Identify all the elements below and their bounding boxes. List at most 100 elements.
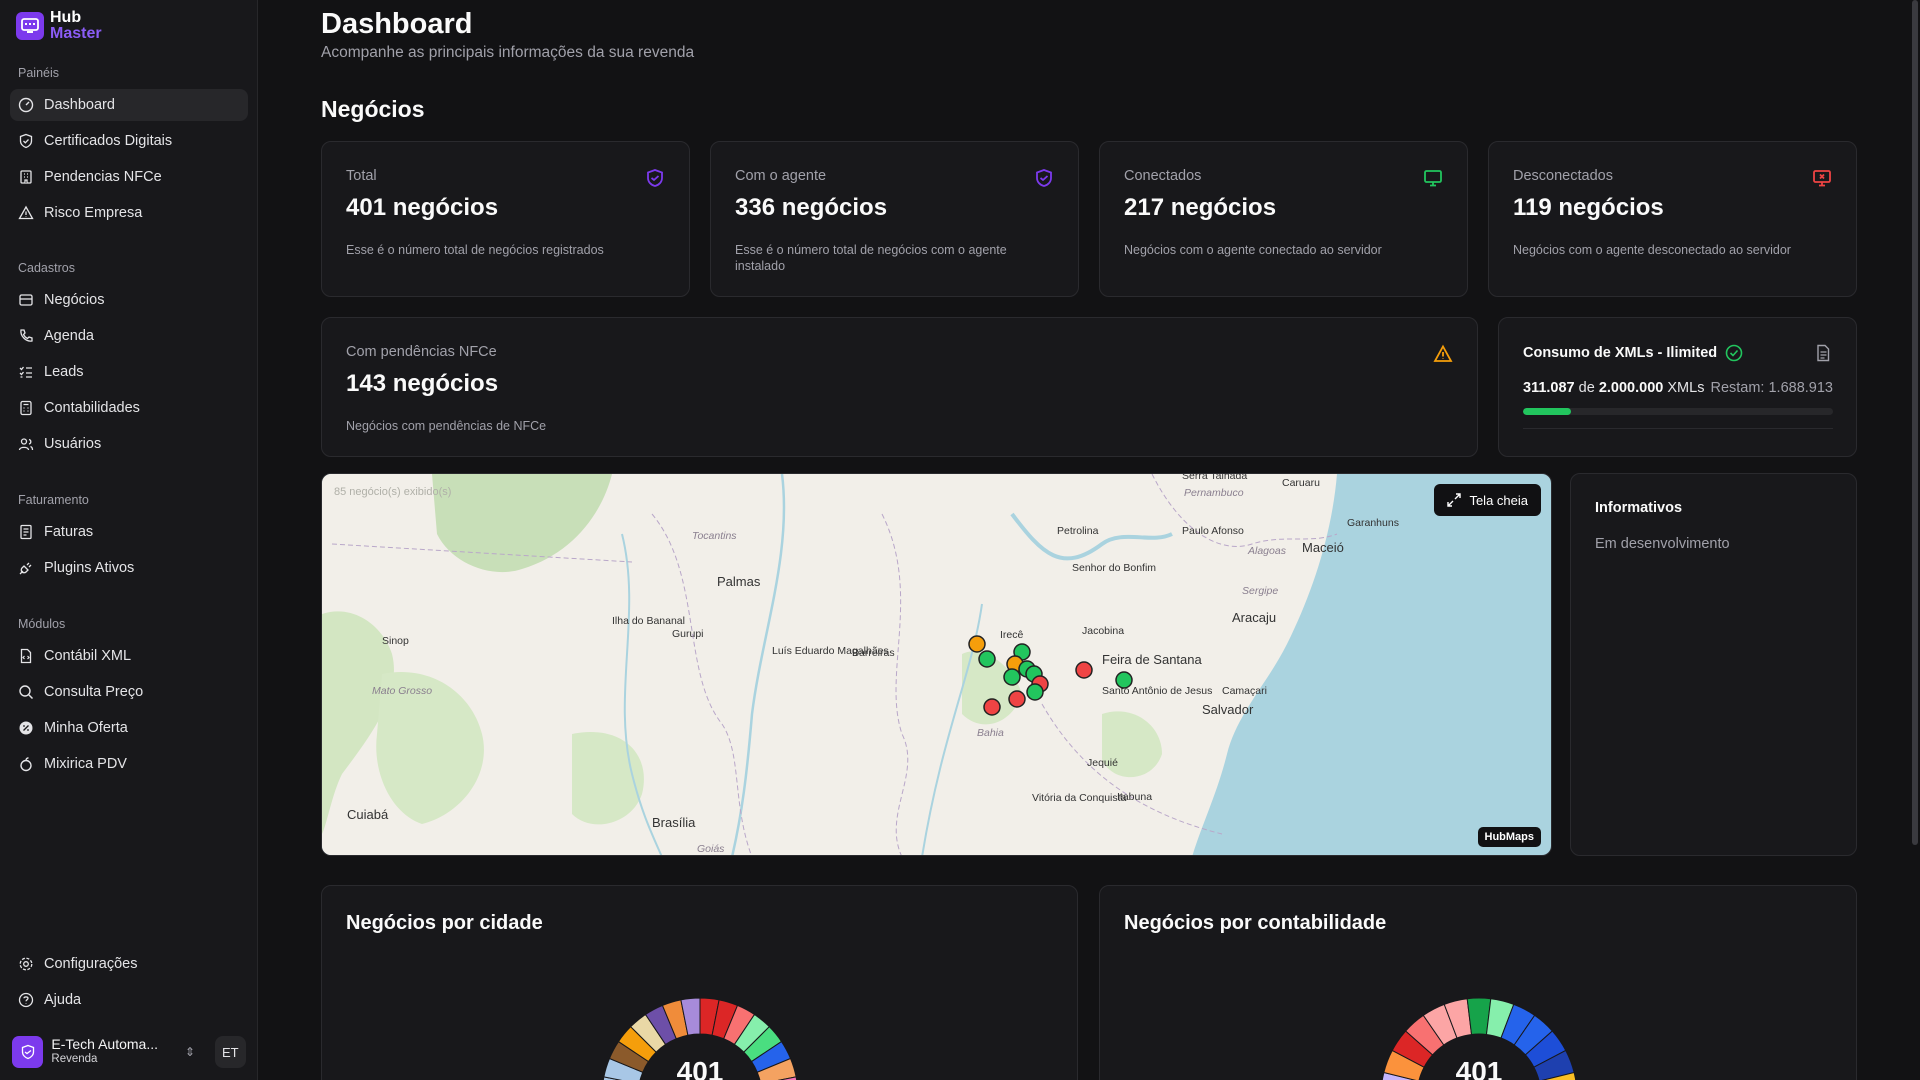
hub-logo-icon — [16, 12, 44, 40]
business-marker[interactable] — [1026, 683, 1044, 701]
sidebar-item-ajuda[interactable]: Ajuda — [10, 984, 248, 1016]
business-marker[interactable] — [1008, 690, 1026, 708]
donut-slice[interactable] — [1533, 1049, 1575, 1080]
check-circle-icon — [1725, 344, 1743, 362]
badge-percent-icon — [19, 721, 33, 735]
map-place-label: Feira de Santana — [1102, 652, 1203, 667]
fullscreen-button[interactable]: Tela cheia — [1434, 484, 1541, 516]
sidebar-item-agenda[interactable]: Agenda — [10, 320, 248, 352]
sidebar-item-label: Consulta Preço — [44, 684, 144, 700]
expand-icon — [1447, 493, 1462, 507]
stat-desc: Esse é o número total de negócios regist… — [346, 243, 604, 257]
sidebar-item-label: Faturas — [44, 524, 94, 540]
section-title: Negócios — [321, 96, 425, 122]
business-marker[interactable] — [1003, 668, 1021, 686]
map-place-label: Garanhuns — [1347, 517, 1399, 529]
donut-slices — [602, 997, 798, 1080]
nav-group-modulos: Módulos — [18, 617, 66, 631]
page-subtitle: Acompanhe as principais informações da s… — [321, 44, 695, 61]
stat-value: 119 negócios — [1513, 194, 1664, 221]
sidebar-item-label: Agenda — [44, 328, 94, 344]
donut-slice[interactable] — [756, 1057, 797, 1080]
map-place-label: Santo Antônio de Jesus — [1102, 685, 1212, 697]
map-river — [1010, 512, 1173, 561]
sidebar-item-mixirica-pdv[interactable]: Mixirica PDV — [10, 748, 248, 780]
business-marker[interactable] — [968, 635, 986, 653]
sidebar-item-risco-empresa[interactable]: Risco Empresa — [10, 197, 248, 229]
sidebar-item-leads[interactable]: Leads — [10, 356, 248, 388]
scrollbar-thumb[interactable] — [1912, 0, 1918, 845]
handshake-icon — [1036, 169, 1052, 187]
sidebar-item-configuracoes[interactable]: Configurações — [10, 948, 248, 980]
business-marker[interactable] — [983, 698, 1001, 716]
xml-title-text: Consumo de XMLs - Ilimited — [1523, 345, 1718, 361]
sidebar-item-consulta-preco[interactable]: Consulta Preço — [10, 676, 248, 708]
sidebar-item-pendencias-nfce[interactable]: Pendencias NFCe — [10, 161, 248, 193]
business-marker[interactable] — [978, 650, 996, 668]
xml-remaining: Restam: 1.688.913 — [1710, 380, 1833, 396]
map-place-label: Salvador — [1202, 702, 1254, 717]
fullscreen-label: Tela cheia — [1469, 492, 1528, 508]
donut-slice[interactable] — [1539, 1071, 1577, 1080]
sidebar-item-label: Leads — [44, 364, 84, 380]
avatar — [12, 1036, 44, 1068]
sidebar-item-label: Configurações — [44, 956, 138, 972]
stat-card-pendencias: Com pendências NFCe 143 negócios Negócio… — [321, 317, 1478, 457]
user-switcher[interactable]: E-Tech Automa... Revenda ⇕ ET — [12, 1034, 246, 1070]
donut-center-value: 401 — [1456, 1056, 1503, 1080]
map-border — [331, 474, 1338, 855]
sidebar-item-negocios[interactable]: Negócios — [10, 284, 248, 316]
sidebar-item-label: Usuários — [44, 436, 102, 452]
sidebar-item-contabil-xml[interactable]: Contábil XML — [10, 640, 248, 672]
map-place-label: Paulo Afonso — [1182, 525, 1244, 537]
map-river — [921, 603, 983, 855]
brand-line2: Master — [50, 25, 102, 42]
map-view[interactable]: Serra Talhada Caruaru Pernambuco Garanhuns P… — [321, 473, 1552, 856]
map-canvas[interactable]: Serra Talhada Caruaru Pernambuco Garanhuns P… — [322, 474, 1552, 856]
stat-value: 401 negócios — [346, 194, 499, 221]
sidebar-item-label: Risco Empresa — [44, 205, 143, 221]
scrollbar[interactable] — [1912, 0, 1918, 1080]
business-marker[interactable] — [1075, 661, 1093, 679]
map-place-label: Goiás — [697, 843, 725, 855]
sidebar-item-minha-oferta[interactable]: Minha Oferta — [10, 712, 248, 744]
chart-card-cidade: Negócios por cidade 401 — [321, 885, 1078, 1080]
gear-icon — [19, 957, 33, 971]
info-title: Informativos — [1595, 500, 1683, 516]
xml-usage-row: 311.087 de 2.000.000 XMLs Restam: 1.688.… — [1523, 380, 1833, 396]
sidebar-item-certificados[interactable]: Certificados Digitais — [10, 125, 248, 157]
stat-label: Desconectados — [1513, 168, 1613, 184]
map-place-label: Maceió — [1302, 540, 1344, 555]
map-place-label: Tocantins — [692, 530, 737, 542]
sidebar: Hub Master Painéis Dashboard Certificado… — [0, 0, 258, 1080]
building-icon — [20, 170, 32, 184]
users-icon — [18, 438, 34, 451]
map-place-label: Brasília — [652, 815, 696, 830]
calculator-icon — [20, 400, 32, 416]
xml-unit: XMLs — [1667, 380, 1705, 396]
map-place-label: Itabuna — [1117, 791, 1152, 803]
map-place-label: Jacobina — [1082, 625, 1124, 637]
shield-check-icon — [19, 133, 33, 149]
map-forest — [1102, 711, 1162, 778]
donut-slices — [1381, 997, 1577, 1080]
map-hint: 85 negócio(s) exibido(s) — [334, 486, 452, 498]
donut-chart-contabilidade: 401 — [1381, 997, 1577, 1080]
sidebar-item-label: Ajuda — [44, 992, 82, 1008]
donut-center-value: 401 — [677, 1056, 724, 1080]
sidebar-item-label: Pendencias NFCe — [44, 169, 162, 185]
map-forest — [432, 474, 612, 573]
sidebar-item-faturas[interactable]: Faturas — [10, 516, 248, 548]
business-marker[interactable] — [1115, 671, 1133, 689]
sidebar-item-contabilidades[interactable]: Contabilidades — [10, 392, 248, 424]
user-initials[interactable]: ET — [214, 1036, 246, 1068]
gauge-icon — [18, 97, 34, 113]
stat-card-com-agente: Com o agente 336 negócios Esse é o númer… — [710, 141, 1079, 297]
brand-logo[interactable]: Hub Master — [16, 10, 102, 42]
sidebar-item-usuarios[interactable]: Usuários — [10, 428, 248, 460]
chevron-up-down-icon[interactable]: ⇕ — [184, 1045, 195, 1059]
sidebar-item-dashboard[interactable]: Dashboard — [10, 89, 248, 121]
sidebar-item-plugins-ativos[interactable]: Plugins Ativos — [10, 552, 248, 584]
donut-slice[interactable] — [761, 1076, 798, 1080]
map-labels: Serra Talhada Caruaru Pernambuco Garanhuns P… — [347, 474, 1399, 855]
